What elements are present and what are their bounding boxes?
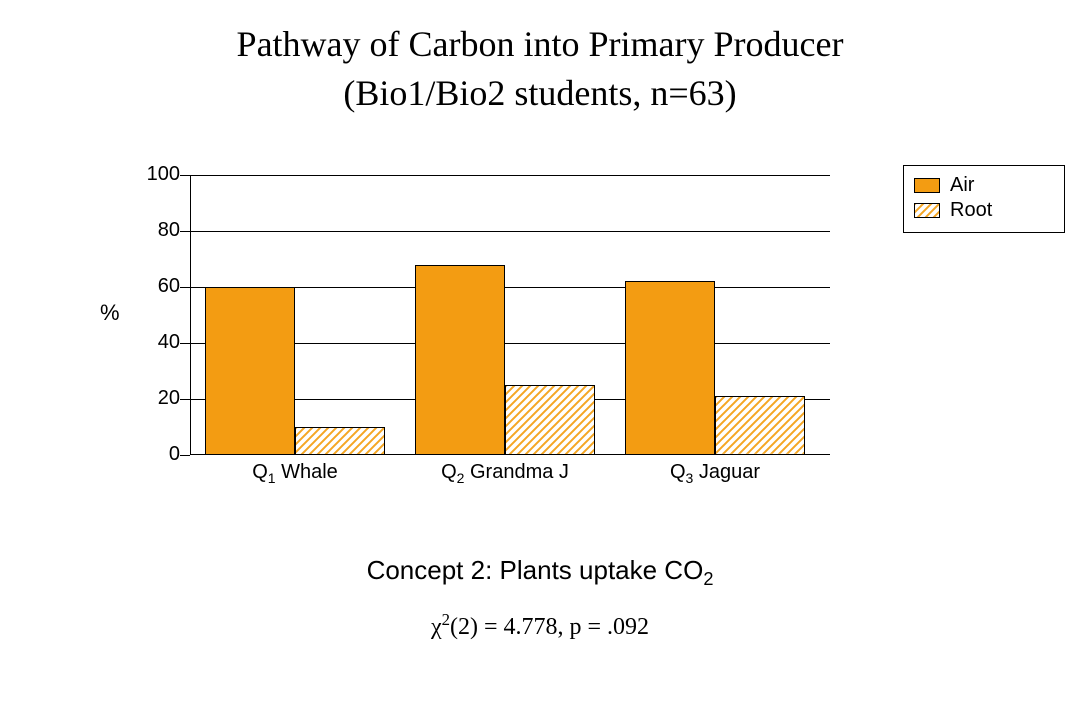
slide-title: Pathway of Carbon into Primary Producer …: [0, 20, 1080, 117]
bar-root: [715, 396, 805, 455]
legend-swatch: [914, 203, 940, 218]
bar-air: [415, 265, 505, 455]
concept-text: Concept 2: Plants uptake CO: [367, 555, 704, 585]
chi-sup: 2: [442, 610, 450, 629]
y-axis: [190, 175, 191, 455]
x-tick-label: Q2 Grandma J: [395, 461, 615, 486]
gridline: [190, 175, 830, 176]
stat-line: χ2(2) = 4.778, p = .092: [0, 610, 1080, 641]
y-tick: [180, 399, 190, 400]
bar-root: [505, 385, 595, 455]
chi-symbol: χ: [431, 614, 442, 640]
concept-sub: 2: [703, 569, 713, 589]
y-tick-label: 80: [130, 219, 180, 242]
plot-area: 020406080100 Q1 Whale Q2 Grandma J Q3 Ja…: [190, 175, 830, 455]
title-line-1: Pathway of Carbon into Primary Producer: [237, 24, 844, 64]
y-tick-label: 20: [130, 387, 180, 410]
y-tick: [180, 175, 190, 176]
chart: % 020406080100 Q1 Whale Q2 Grandma J Q3: [150, 160, 870, 480]
y-tick: [180, 343, 190, 344]
x-tick-label: Q3 Jaguar: [605, 461, 825, 486]
y-tick: [180, 231, 190, 232]
legend-item: Root: [914, 199, 1054, 222]
bar-air: [625, 281, 715, 455]
bar-air: [205, 287, 295, 455]
y-tick: [180, 455, 190, 456]
title-line-2: (Bio1/Bio2 students, n=63): [343, 73, 736, 113]
y-tick-label: 60: [130, 275, 180, 298]
y-tick-label: 40: [130, 331, 180, 354]
y-tick-label: 100: [130, 163, 180, 186]
slide: Pathway of Carbon into Primary Producer …: [0, 0, 1080, 720]
legend: Air Root: [903, 165, 1065, 233]
legend-swatch: [914, 178, 940, 193]
y-tick-label: 0: [130, 443, 180, 466]
gridline: [190, 231, 830, 232]
legend-item: Air: [914, 174, 1054, 197]
stat-rest: (2) = 4.778, p = .092: [450, 614, 649, 640]
concept-caption: Concept 2: Plants uptake CO2: [0, 555, 1080, 590]
y-axis-label: %: [100, 300, 120, 326]
x-tick-label: Q1 Whale: [185, 461, 405, 486]
legend-label: Air: [950, 174, 974, 197]
legend-label: Root: [950, 199, 992, 222]
y-tick: [180, 287, 190, 288]
bar-root: [295, 427, 385, 455]
